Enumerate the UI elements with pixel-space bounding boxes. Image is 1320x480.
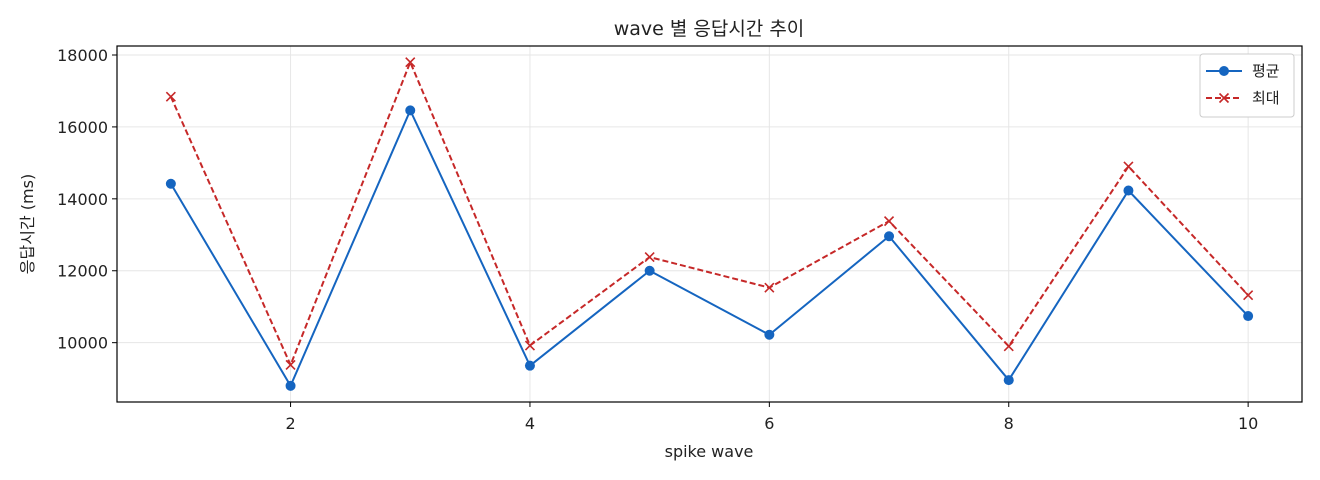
x-tick-label: 2 — [285, 414, 295, 433]
legend-entry-mean: 평균 — [1206, 62, 1280, 80]
series-layer — [165, 57, 1254, 391]
x-tick-label: 8 — [1004, 414, 1014, 433]
legend-entry-max: 최대 — [1206, 89, 1280, 107]
data-point-max — [883, 216, 895, 227]
plot-frame — [116, 45, 1303, 403]
data-point-max — [1123, 161, 1134, 172]
data-point-mean — [644, 265, 655, 276]
y-tick-label: 14000 — [57, 190, 108, 209]
legend-marker-max — [1218, 92, 1230, 104]
legend-marker-mean — [1219, 66, 1229, 76]
x-tick-label: 10 — [1238, 414, 1258, 433]
chart-title: wave 별 응답시간 추이 — [614, 18, 805, 40]
data-point-mean — [1003, 375, 1014, 386]
y-tick-label: 12000 — [57, 262, 108, 281]
data-point-max — [1243, 290, 1254, 301]
y-tick-label: 18000 — [57, 46, 108, 65]
data-point-mean — [285, 380, 296, 391]
data-point-max — [764, 282, 775, 293]
data-point-mean — [524, 360, 535, 371]
legend-label-mean: 평균 — [1252, 62, 1280, 80]
data-point-max — [165, 91, 176, 102]
data-point-mean — [165, 178, 176, 189]
data-point-mean — [1243, 311, 1254, 322]
data-point-mean — [884, 231, 895, 242]
y-tick-label: 16000 — [57, 118, 108, 137]
x-tick-label: 6 — [764, 414, 774, 433]
series-line-max — [169, 61, 1249, 366]
y-axis-label: 응답시간 (ms) — [18, 174, 37, 274]
data-point-max — [1003, 341, 1014, 352]
data-point-max — [285, 359, 296, 371]
legend-label-max: 최대 — [1252, 89, 1280, 107]
x-tick-label: 4 — [525, 414, 535, 433]
data-point-mean — [764, 329, 775, 340]
data-point-max — [524, 340, 536, 351]
x-axis: 2 4 6 8 10 — [285, 402, 1258, 433]
series-line-mean — [170, 109, 1249, 387]
grid-lines — [117, 46, 1302, 402]
data-point-max — [405, 57, 416, 68]
data-point-mean — [405, 105, 416, 116]
x-axis-label: spike wave — [665, 442, 754, 461]
y-axis: 10000 12000 14000 16000 18000 — [57, 46, 117, 353]
y-tick-label: 10000 — [57, 334, 108, 353]
data-point-mean — [1123, 185, 1134, 196]
data-point-max — [644, 252, 655, 263]
legend: 평균 최대 — [1199, 53, 1295, 118]
legend-box — [1199, 53, 1295, 118]
